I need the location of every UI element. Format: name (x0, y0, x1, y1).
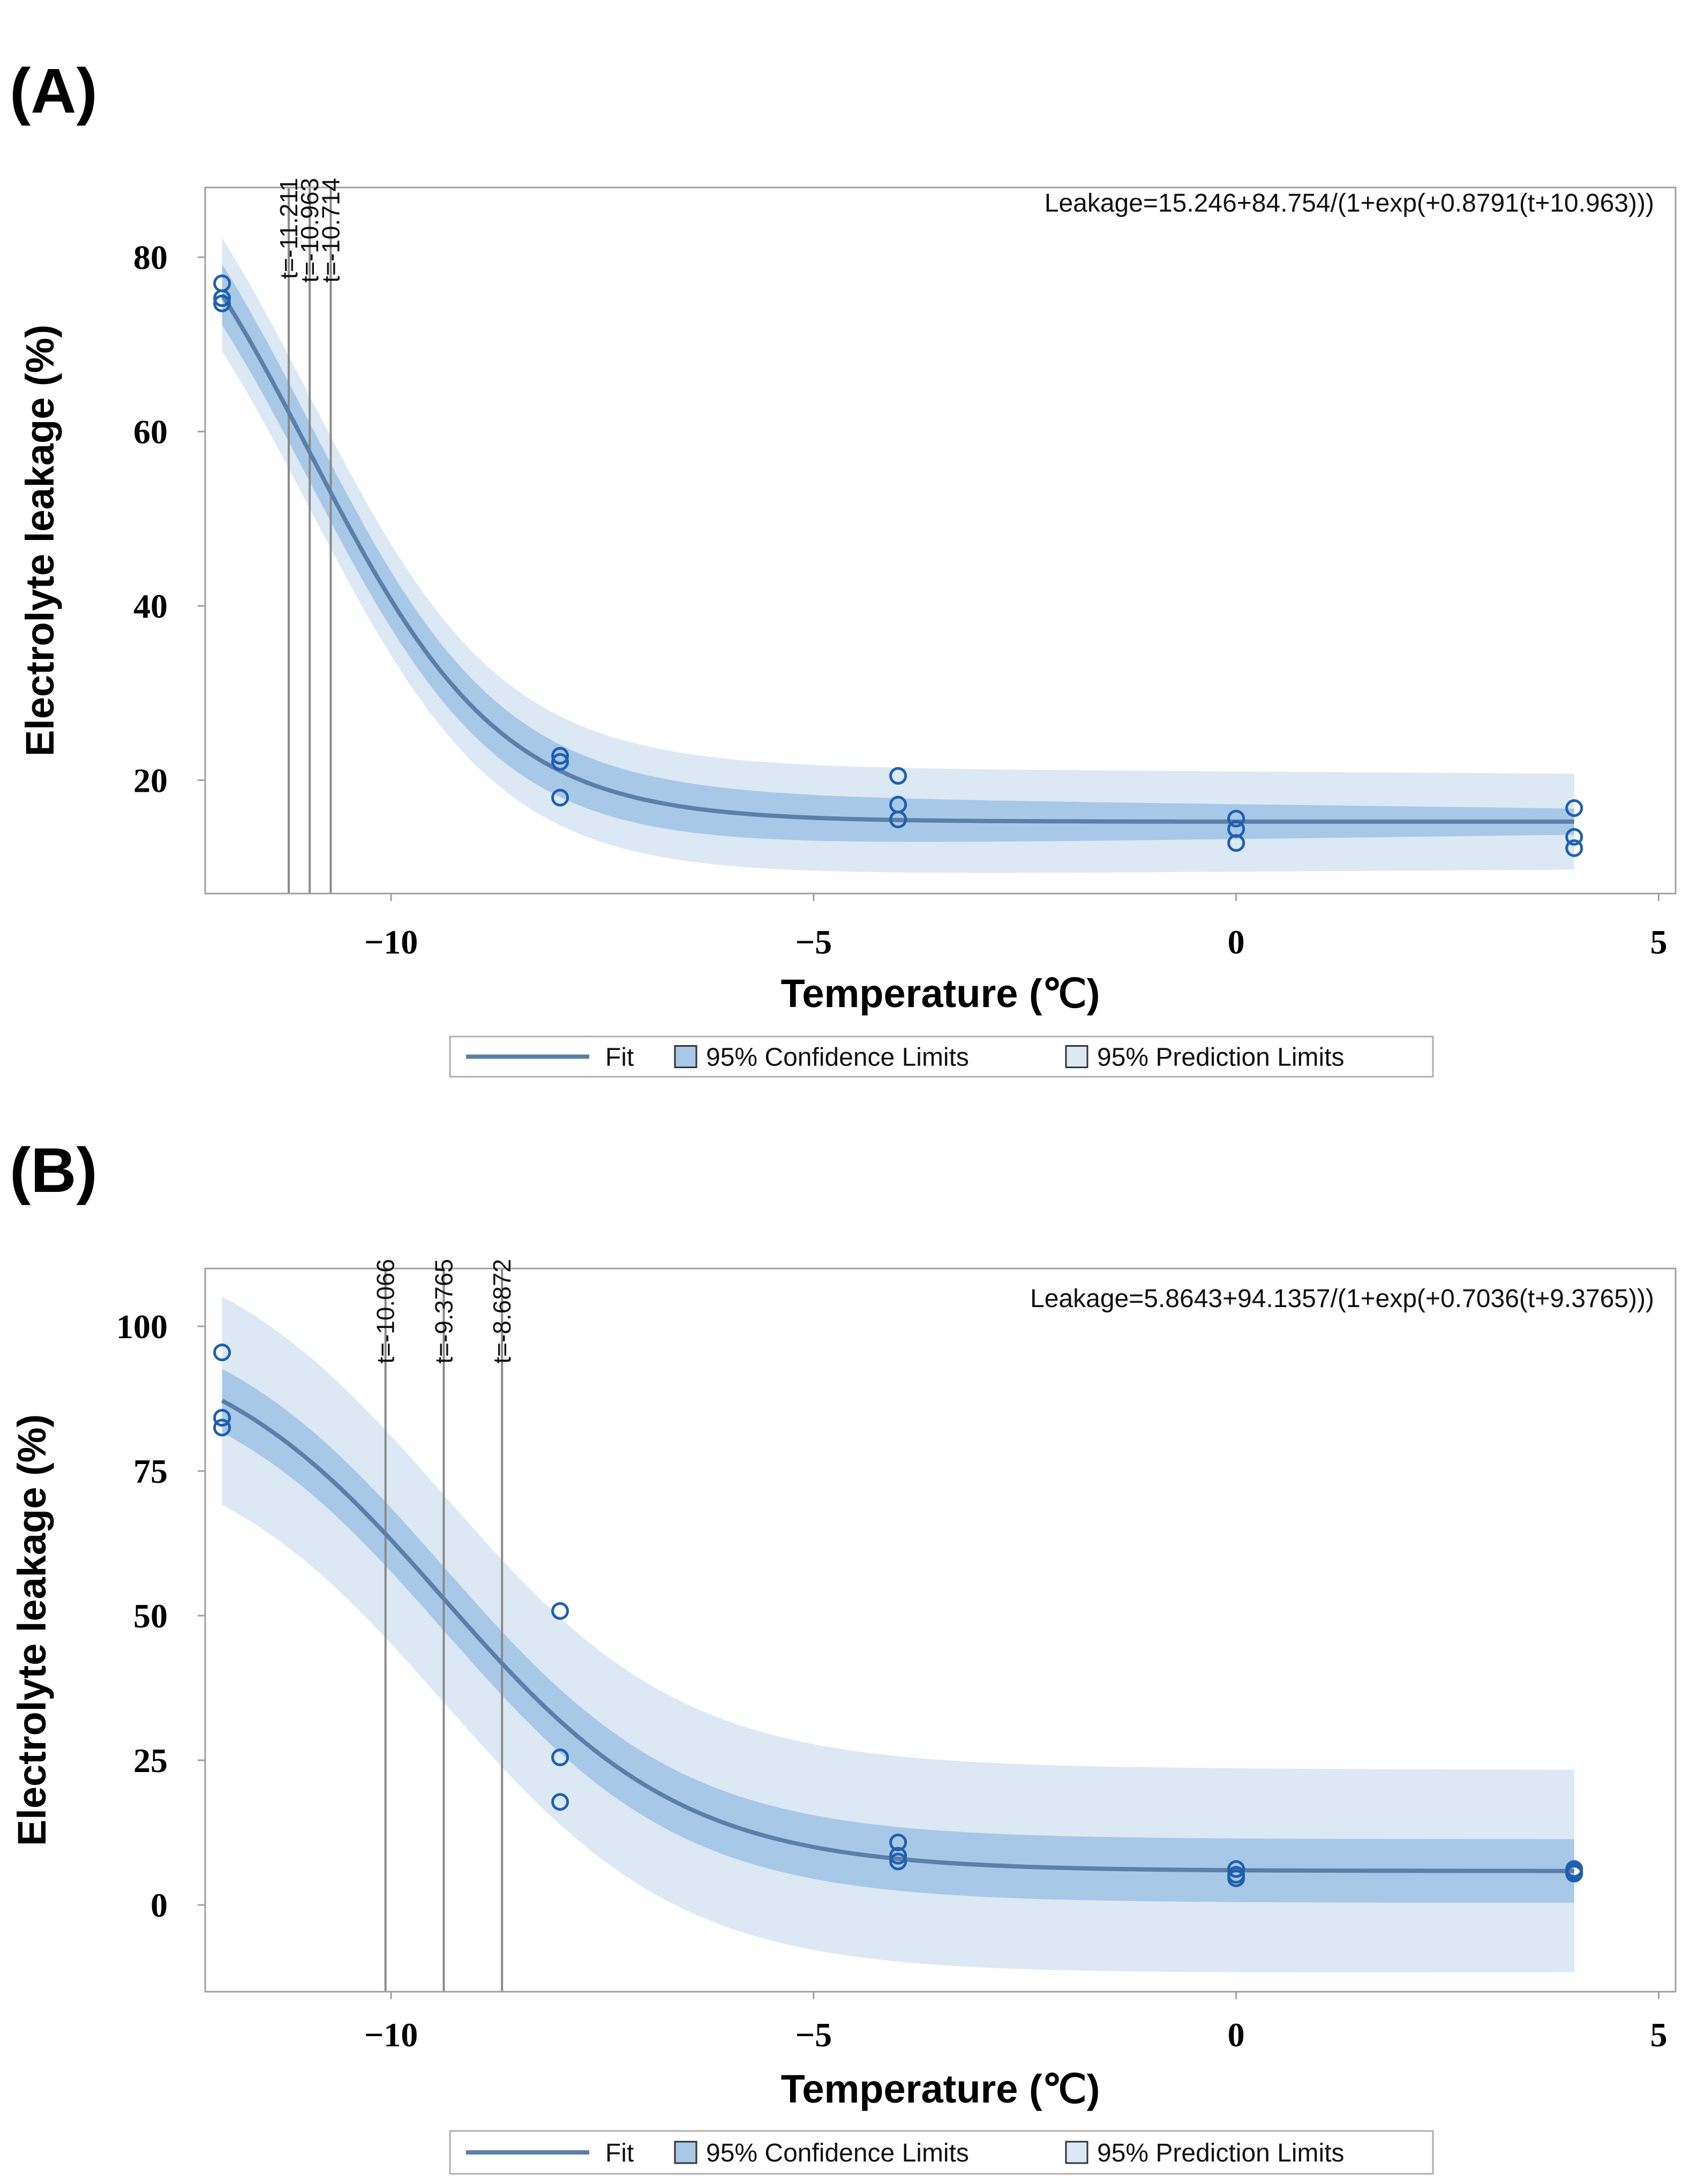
x-tick-label: 0 (1228, 923, 1245, 961)
data-point (1565, 828, 1583, 846)
y-tick-label: 75 (133, 1452, 168, 1490)
confidence-band (222, 264, 1574, 842)
data-point (551, 1793, 569, 1811)
x-axis-title: Temperature (℃) (781, 2067, 1100, 2111)
y-tick-label: 80 (133, 238, 168, 276)
fit-curve (221, 1399, 1574, 1873)
reference-line-label: t=-10.714 (317, 178, 344, 283)
x-tick-label: −5 (795, 923, 832, 961)
plot-frame (204, 1267, 1677, 1993)
legend-confidence-label: 95% Confidence Limits (706, 1044, 969, 1072)
data-point (1565, 799, 1583, 817)
x-tick-label: −5 (795, 2016, 832, 2054)
x-tick-label: −10 (364, 2016, 418, 2054)
panel-label: (B) (10, 1135, 97, 1206)
legend: Fit 95% Confidence Limits 95% Prediction L… (449, 1035, 1434, 1078)
data-point (1565, 1865, 1583, 1883)
data-point (551, 789, 569, 807)
data-point (889, 810, 907, 829)
data-point (551, 747, 569, 765)
x-tick-label: 5 (1650, 2016, 1667, 2054)
reference-line-label: t=-8.6872 (488, 1259, 516, 1364)
data-point (213, 1344, 231, 1362)
legend-frame (449, 2130, 1434, 2175)
confidence-band (222, 1369, 1574, 1903)
x-tick-label: 5 (1650, 923, 1667, 961)
data-point (213, 294, 231, 312)
legend-prediction-label: 95% Prediction Limits (1097, 1044, 1345, 1072)
y-tick-label: 40 (133, 587, 168, 625)
data-point (213, 289, 231, 307)
panel-label: (A) (10, 56, 97, 126)
y-axis-title: Electrolyte leakage (%) (18, 325, 62, 756)
reference-line-label: t=-11.211 (275, 178, 303, 279)
plot-area (213, 1269, 1583, 1992)
reference-line-label: t=-10.066 (372, 1259, 400, 1364)
y-tick-label: 60 (133, 413, 168, 451)
fit-curve (220, 293, 1574, 824)
legend-fit-label: Fit (605, 2139, 634, 2167)
data-point (1227, 1860, 1245, 1878)
data-point (1565, 839, 1583, 857)
y-tick-label: 0 (151, 1886, 168, 1924)
legend: Fit 95% Confidence Limits 95% Prediction L… (449, 2130, 1434, 2175)
y-tick-label: 50 (133, 1597, 168, 1635)
data-point (1227, 809, 1245, 828)
y-tick-label: 20 (133, 761, 168, 799)
data-point (551, 1602, 569, 1620)
data-point (1227, 834, 1245, 852)
data-point (213, 1409, 231, 1427)
reference-line-label: t=-9.3765 (430, 1259, 457, 1364)
x-axis-title: Temperature (℃) (781, 971, 1100, 1016)
data-point (889, 1852, 907, 1871)
data-point (889, 1847, 907, 1865)
legend-frame (449, 1035, 1434, 1078)
x-tick-label: −10 (364, 923, 418, 961)
y-tick-label: 25 (133, 1742, 168, 1780)
y-axis-title: Electrolyte leakage (%) (10, 1414, 54, 1846)
legend-prediction-swatch (1065, 2141, 1088, 2164)
legend-fit-label: Fit (605, 1044, 634, 1072)
chart-panel-b: t=-10.066 t=-9.3765 t=-8.6872 Leakage=5.864… (10, 1135, 1677, 2175)
data-point (213, 1419, 231, 1437)
legend-confidence-swatch (674, 2141, 697, 2164)
plot-frame (204, 186, 1677, 895)
reference-line-label: t=-10.963 (296, 178, 324, 283)
legend-prediction-label: 95% Prediction Limits (1097, 2139, 1345, 2167)
data-point (551, 753, 569, 771)
legend-confidence-swatch (674, 1045, 697, 1068)
data-point (551, 1748, 569, 1767)
fit-equation: Leakage=5.8643+94.1357/(1+exp(+0.7036(t+… (1030, 1285, 1654, 1313)
x-tick-label: 0 (1228, 2016, 1245, 2054)
prediction-band (222, 238, 1574, 873)
data-point (889, 767, 907, 785)
legend-confidence-label: 95% Confidence Limits (706, 2139, 969, 2167)
prediction-band (222, 1296, 1574, 1972)
plot-area (213, 187, 1583, 894)
legend-prediction-swatch (1065, 1045, 1088, 1068)
data-point (889, 1833, 907, 1851)
fit-equation: Leakage=15.246+84.754/(1+exp(+0.8791(t+1… (1045, 189, 1654, 217)
y-tick-label: 100 (116, 1308, 168, 1346)
data-point (1227, 1869, 1245, 1887)
